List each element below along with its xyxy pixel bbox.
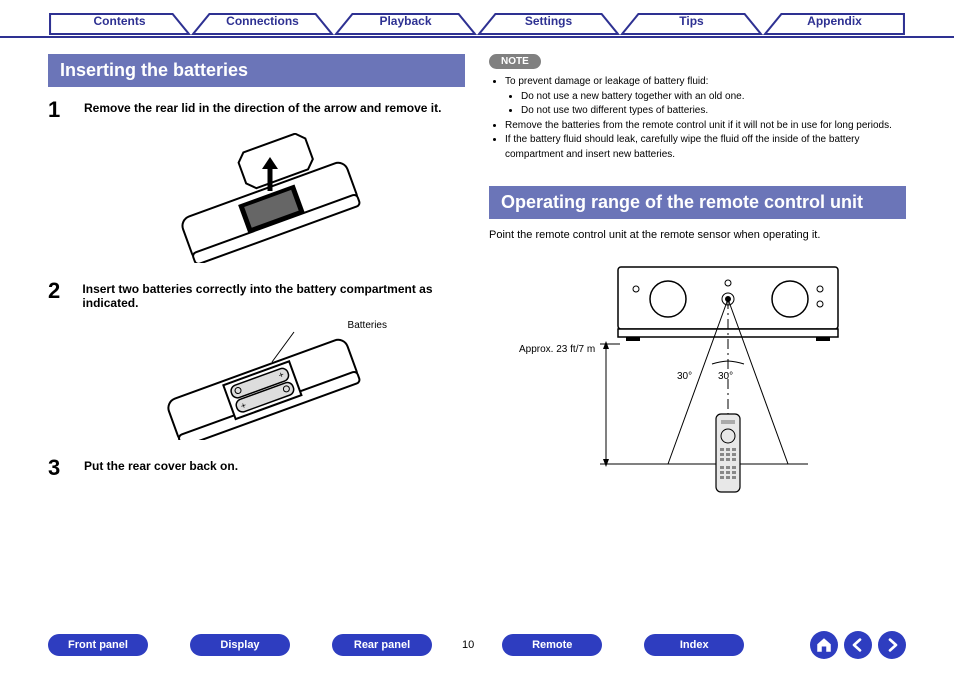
note-pill: NOTE [489,54,541,69]
note-block: NOTE To prevent damage or leakage of bat… [489,54,906,162]
btn-index[interactable]: Index [644,634,744,656]
btn-display[interactable]: Display [190,634,290,656]
btn-rear-panel[interactable]: Rear panel [332,634,432,656]
step-number: 2 [48,278,70,310]
angle-left-label: 30° [677,371,692,382]
page-content: Inserting the batteries 1 Remove the rea… [0,38,954,511]
tab-label: Appendix [807,14,862,28]
top-tab-bar: Contents Connections Playback Settings T… [0,0,954,38]
page-number: 10 [462,639,474,651]
angle-right-label: 30° [718,371,733,382]
tab-contents[interactable]: Contents [48,12,191,36]
tab-playback[interactable]: Playback [334,12,477,36]
step-2: 2 Insert two batteries correctly into th… [48,278,465,310]
note-item: To prevent damage or leakage of battery … [505,75,906,119]
tab-label: Playback [379,14,431,28]
range-text: Point the remote control unit at the rem… [489,229,906,241]
tab-label: Settings [525,14,572,28]
note-item: Remove the batteries from the remote con… [505,119,906,134]
right-column: NOTE To prevent damage or leakage of bat… [489,54,906,511]
tab-label: Connections [226,14,299,28]
step-text: Put the rear cover back on. [84,455,238,481]
batteries-label: Batteries [348,320,387,331]
tab-label: Tips [679,14,703,28]
tab-connections[interactable]: Connections [191,12,334,36]
btn-remote[interactable]: Remote [502,634,602,656]
figure-range: Approx. 23 ft/7 m 30° 30° [489,249,906,499]
note-list: To prevent damage or leakage of battery … [489,75,906,162]
step-number: 3 [48,455,72,481]
step-text: Remove the rear lid in the direction of … [84,97,441,123]
figure-remove-lid [48,133,465,266]
prev-page-icon[interactable] [844,631,872,659]
section-header-range: Operating range of the remote control un… [489,186,906,219]
bottom-nav-bar: Front panel Display Rear panel 10 Remote… [0,631,954,659]
tab-tips[interactable]: Tips [620,12,763,36]
note-subitem: Do not use two different types of batter… [521,104,906,119]
note-item: If the battery fluid should leak, carefu… [505,133,906,162]
nav-icons [810,631,906,659]
step-3: 3 Put the rear cover back on. [48,455,465,481]
tab-appendix[interactable]: Appendix [763,12,906,36]
next-page-icon[interactable] [878,631,906,659]
tab-label: Contents [94,14,146,28]
note-subitem: Do not use a new battery together with a… [521,90,906,105]
figure-insert-batteries: Batteries + + [48,320,465,443]
step-1: 1 Remove the rear lid in the direction o… [48,97,465,123]
distance-label: Approx. 23 ft/7 m [519,344,595,355]
step-text: Insert two batteries correctly into the … [82,278,465,310]
left-column: Inserting the batteries 1 Remove the rea… [48,54,465,511]
tab-settings[interactable]: Settings [477,12,620,36]
section-header-batteries: Inserting the batteries [48,54,465,87]
home-icon[interactable] [810,631,838,659]
step-number: 1 [48,97,72,123]
btn-front-panel[interactable]: Front panel [48,634,148,656]
